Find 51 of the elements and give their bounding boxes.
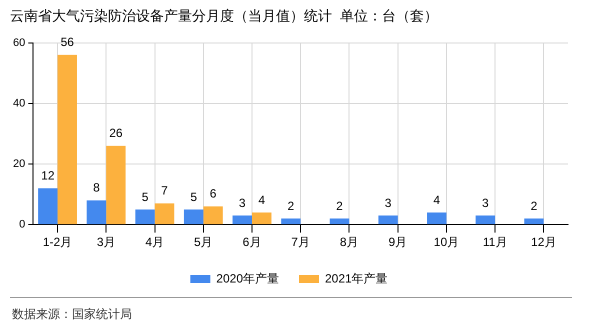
bar (378, 216, 398, 224)
y-tick-label: 0 (19, 218, 26, 231)
data-label: 8 (93, 180, 100, 195)
data-label: 5 (142, 190, 149, 204)
bar (252, 212, 272, 224)
data-label: 3 (384, 196, 392, 210)
x-tick-label: 3月 (96, 235, 116, 250)
x-tick-label: 5月 (194, 235, 213, 250)
data-label: 12 (41, 168, 55, 183)
bar (135, 209, 155, 224)
legend-label: 2020年产量 (216, 271, 280, 286)
bar (330, 218, 350, 224)
x-tick-label: 4月 (145, 235, 164, 250)
chart-title: 云南省大气污染防治设备产量分月度（当月值）统计 单位：台（套） (10, 7, 438, 24)
x-tick-label: 11月 (482, 235, 508, 250)
data-label: 26 (109, 126, 123, 140)
x-tick-label: 12月 (531, 235, 556, 250)
y-tick-label: 60 (12, 36, 26, 49)
data-label: 7 (161, 184, 168, 198)
bar (232, 216, 252, 224)
data-label: 2 (530, 198, 538, 213)
data-label: 3 (482, 196, 490, 210)
bar (427, 212, 446, 224)
source-note: 数据来源：国家统计局 (12, 306, 132, 323)
data-label: 6 (210, 186, 217, 201)
data-label: 3 (238, 196, 246, 210)
x-tick-label: 6月 (242, 235, 262, 250)
bar (38, 188, 58, 224)
x-tick-label: 9月 (388, 235, 408, 250)
bar (58, 54, 77, 224)
x-tick-label: 7月 (291, 235, 310, 250)
bar (86, 200, 106, 224)
x-tick-label: 10月 (434, 235, 460, 250)
bar (524, 218, 544, 224)
data-label: 56 (60, 35, 74, 50)
data-label: 4 (433, 192, 440, 207)
bar (281, 218, 301, 224)
y-tick-label: 20 (12, 158, 26, 170)
data-label: 4 (258, 192, 266, 207)
bar (184, 209, 204, 224)
legend-label: 2021年产量 (325, 271, 388, 286)
bar (476, 216, 496, 224)
data-label: 5 (190, 190, 198, 204)
data-label: 2 (288, 198, 295, 213)
x-tick-label: 8月 (340, 235, 359, 250)
data-label: 2 (336, 198, 344, 213)
y-tick-label: 40 (12, 97, 26, 110)
bar (203, 206, 223, 224)
bar (154, 203, 174, 224)
bar (106, 146, 126, 224)
x-tick-label: 1-2月 (42, 235, 72, 250)
